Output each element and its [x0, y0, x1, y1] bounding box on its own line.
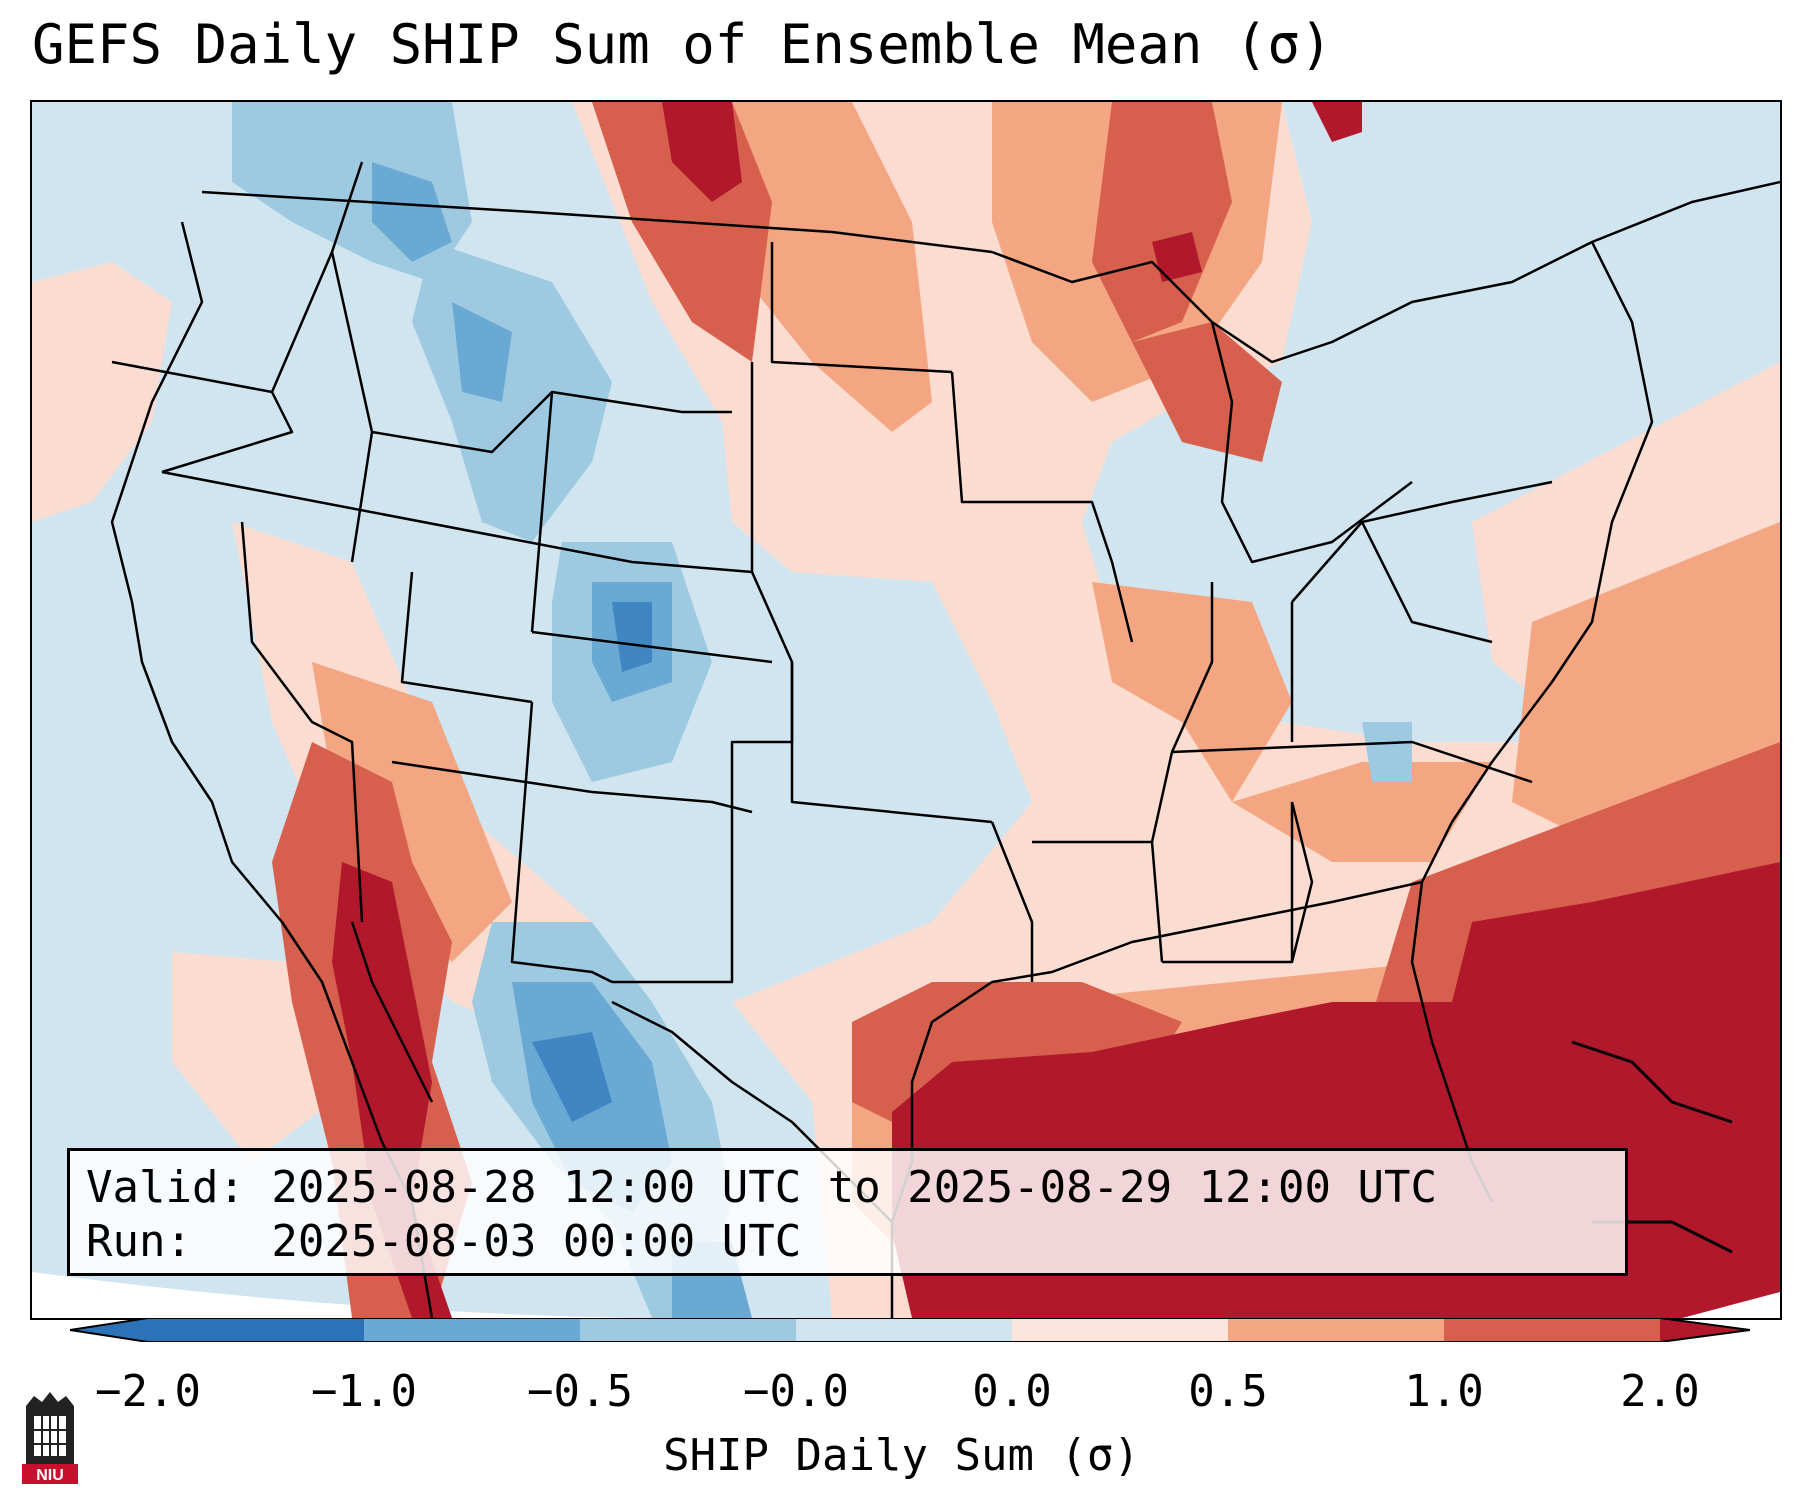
colorbar-bin-4 [796, 1318, 1012, 1342]
colorbar-bin-5 [1012, 1318, 1228, 1342]
map-panel [30, 100, 1782, 1320]
colorbar-tick: −1.0 [311, 1366, 417, 1417]
validity-info-box: Valid: 2025-08-28 12:00 UTC to 2025-08-2… [67, 1148, 1628, 1276]
projection-edge-right [1682, 1287, 1780, 1318]
colorbar-bin-7 [1444, 1318, 1660, 1342]
colorbar-extend-high [1660, 1318, 1750, 1342]
map-canvas [32, 102, 1780, 1318]
colorbar-tick: −2.0 [95, 1366, 201, 1417]
colorbar-bin-1 [148, 1318, 364, 1342]
colorbar-bin-2 [364, 1318, 580, 1342]
colorbar-label: SHIP Daily Sum (σ) [663, 1430, 1140, 1481]
colorbar-bin-3 [580, 1318, 796, 1342]
colorbar-bin-6 [1228, 1318, 1444, 1342]
run-time-line: Run: 2025-08-03 00:00 UTC [86, 1216, 802, 1267]
colorbar [70, 1318, 1750, 1342]
colorbar-extend-low [70, 1318, 148, 1342]
colorbar-tick: 0.5 [1188, 1366, 1268, 1417]
geographic-boundaries [110, 161, 1780, 1318]
colorbar-bin-8 [1660, 1318, 1661, 1342]
colorbar-tick: 2.0 [1620, 1366, 1700, 1417]
colorbar-tick: −0.5 [527, 1366, 633, 1417]
strong-negative-anomaly [532, 602, 652, 1122]
colorbar-tick: 0.0 [972, 1366, 1052, 1417]
map-title: GEFS Daily SHIP Sum of Ensemble Mean (σ) [32, 13, 1333, 76]
colorbar-tick: 1.0 [1404, 1366, 1484, 1417]
projection-edge [32, 1272, 632, 1318]
niu-logo: NIU [22, 1392, 78, 1484]
valid-time-line: Valid: 2025-08-28 12:00 UTC to 2025-08-2… [86, 1162, 1438, 1213]
niu-logo-text: NIU [36, 1467, 64, 1484]
colorbar-tick: −0.0 [743, 1366, 849, 1417]
